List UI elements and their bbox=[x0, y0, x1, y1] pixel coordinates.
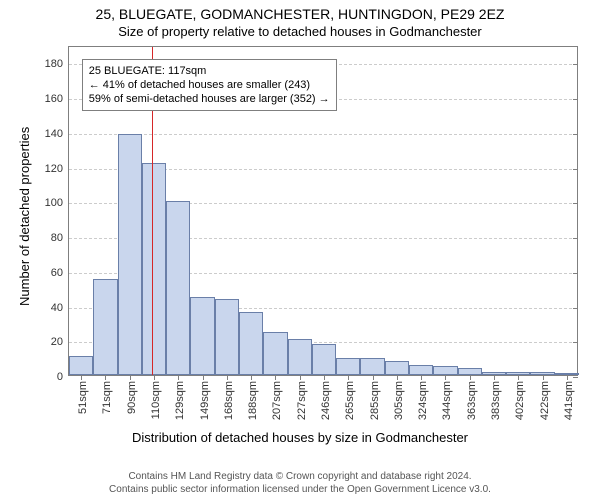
bar bbox=[166, 201, 190, 375]
xtick-label: 168sqm bbox=[223, 381, 235, 420]
ytick-mark bbox=[573, 64, 578, 65]
xtick-label: 71sqm bbox=[101, 381, 113, 414]
xtick-label: 265sqm bbox=[344, 381, 356, 420]
ytick-mark bbox=[573, 203, 578, 204]
xtick-mark bbox=[543, 375, 544, 380]
chart-subtitle: Size of property relative to detached ho… bbox=[0, 24, 600, 39]
y-axis-label: Number of detached properties bbox=[17, 127, 32, 306]
plot-area: 02040608010012014016018051sqm71sqm90sqm1… bbox=[68, 46, 578, 376]
xtick-label: 51sqm bbox=[77, 381, 89, 414]
ytick-mark bbox=[573, 99, 578, 100]
xtick-mark bbox=[81, 375, 82, 380]
bar bbox=[458, 368, 482, 375]
bar bbox=[288, 339, 312, 375]
xtick-label: 149sqm bbox=[199, 381, 211, 420]
xtick-mark bbox=[251, 375, 252, 380]
bar bbox=[69, 356, 93, 375]
xtick-label: 90sqm bbox=[126, 381, 138, 414]
gridline bbox=[69, 134, 577, 135]
bar bbox=[433, 366, 457, 375]
ytick-label: 80 bbox=[51, 232, 69, 244]
xtick-mark bbox=[567, 375, 568, 380]
bar bbox=[142, 163, 166, 375]
ytick-mark bbox=[573, 308, 578, 309]
xtick-mark bbox=[445, 375, 446, 380]
bar bbox=[93, 279, 117, 375]
xtick-label: 207sqm bbox=[271, 381, 283, 420]
xtick-label: 402sqm bbox=[514, 381, 526, 420]
xtick-label: 383sqm bbox=[490, 381, 502, 420]
footer-line2: Contains public sector information licen… bbox=[0, 484, 600, 497]
footer-line1: Contains HM Land Registry data © Crown c… bbox=[0, 471, 600, 484]
bar bbox=[312, 344, 336, 375]
xtick-mark bbox=[348, 375, 349, 380]
xtick-label: 188sqm bbox=[247, 381, 259, 420]
xtick-label: 363sqm bbox=[466, 381, 478, 420]
ytick-mark bbox=[573, 134, 578, 135]
bar bbox=[118, 134, 142, 375]
ytick-label: 180 bbox=[45, 58, 69, 70]
xtick-mark bbox=[275, 375, 276, 380]
ytick-mark bbox=[573, 273, 578, 274]
footer-attribution: Contains HM Land Registry data © Crown c… bbox=[0, 471, 600, 496]
bar bbox=[190, 297, 214, 375]
ytick-mark bbox=[573, 342, 578, 343]
ytick-mark bbox=[573, 377, 578, 378]
x-axis-label: Distribution of detached houses by size … bbox=[0, 430, 600, 445]
bar bbox=[239, 312, 263, 375]
xtick-mark bbox=[518, 375, 519, 380]
xtick-mark bbox=[227, 375, 228, 380]
bar bbox=[215, 299, 239, 375]
xtick-mark bbox=[300, 375, 301, 380]
ytick-label: 20 bbox=[51, 336, 69, 348]
ytick-label: 60 bbox=[51, 267, 69, 279]
bar bbox=[336, 358, 360, 375]
xtick-mark bbox=[324, 375, 325, 380]
xtick-mark bbox=[421, 375, 422, 380]
annotation-line2: ← 41% of detached houses are smaller (24… bbox=[89, 78, 330, 92]
bar bbox=[263, 332, 287, 375]
ytick-label: 140 bbox=[45, 128, 69, 140]
xtick-label: 129sqm bbox=[174, 381, 186, 420]
annotation-box: 25 BLUEGATE: 117sqm ← 41% of detached ho… bbox=[82, 59, 337, 112]
ytick-label: 40 bbox=[51, 302, 69, 314]
xtick-label: 324sqm bbox=[417, 381, 429, 420]
annotation-line1: 25 BLUEGATE: 117sqm bbox=[89, 64, 330, 78]
bar bbox=[409, 365, 433, 375]
ytick-label: 120 bbox=[45, 163, 69, 175]
xtick-mark bbox=[470, 375, 471, 380]
xtick-mark bbox=[373, 375, 374, 380]
xtick-mark bbox=[130, 375, 131, 380]
xtick-mark bbox=[105, 375, 106, 380]
ytick-label: 100 bbox=[45, 197, 69, 209]
ytick-mark bbox=[573, 238, 578, 239]
xtick-label: 344sqm bbox=[441, 381, 453, 420]
xtick-label: 110sqm bbox=[150, 381, 162, 419]
xtick-mark bbox=[178, 375, 179, 380]
bar bbox=[360, 358, 384, 375]
xtick-mark bbox=[203, 375, 204, 380]
xtick-label: 422sqm bbox=[539, 381, 551, 420]
histogram-chart: 25, BLUEGATE, GODMANCHESTER, HUNTINGDON,… bbox=[0, 0, 600, 500]
xtick-label: 285sqm bbox=[369, 381, 381, 420]
xtick-mark bbox=[154, 375, 155, 380]
ytick-label: 160 bbox=[45, 93, 69, 105]
bar bbox=[385, 361, 409, 375]
xtick-mark bbox=[494, 375, 495, 380]
xtick-label: 305sqm bbox=[393, 381, 405, 420]
ytick-label: 0 bbox=[57, 371, 69, 383]
ytick-mark bbox=[573, 169, 578, 170]
annotation-line3: 59% of semi-detached houses are larger (… bbox=[89, 92, 330, 106]
xtick-mark bbox=[397, 375, 398, 380]
xtick-label: 246sqm bbox=[320, 381, 332, 420]
xtick-label: 227sqm bbox=[296, 381, 308, 420]
chart-title: 25, BLUEGATE, GODMANCHESTER, HUNTINGDON,… bbox=[0, 6, 600, 22]
xtick-label: 441sqm bbox=[563, 381, 575, 420]
